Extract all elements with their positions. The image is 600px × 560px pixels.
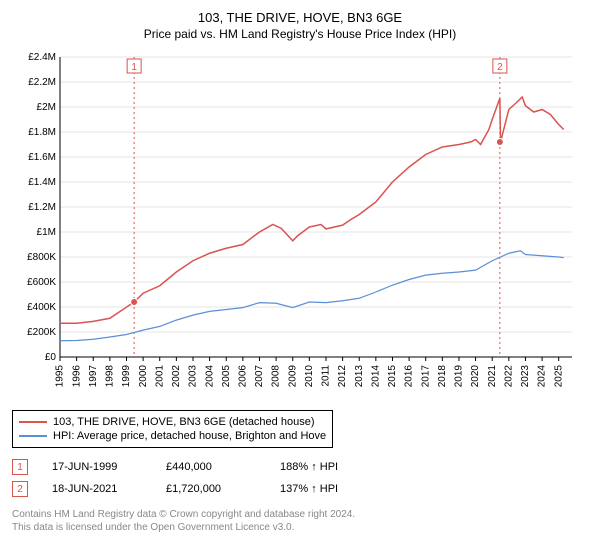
svg-text:£1.6M: £1.6M	[28, 152, 56, 163]
svg-text:2015: 2015	[387, 365, 398, 388]
svg-text:£0: £0	[45, 352, 57, 363]
svg-text:£1.8M: £1.8M	[28, 127, 56, 138]
transaction-date: 17-JUN-1999	[52, 461, 142, 473]
legend-label: HPI: Average price, detached house, Brig…	[53, 430, 326, 442]
svg-text:2005: 2005	[221, 365, 232, 388]
legend-item: 103, THE DRIVE, HOVE, BN3 6GE (detached …	[19, 415, 326, 429]
svg-text:£1M: £1M	[37, 227, 56, 238]
transaction-delta: 188% ↑ HPI	[280, 461, 370, 473]
svg-text:2003: 2003	[188, 365, 199, 388]
svg-text:2018: 2018	[437, 365, 448, 388]
chart: £0 £200K £400K £600K £800K £1M £1.2M £1.4M £1.6M…	[12, 47, 588, 402]
svg-text:£400K: £400K	[27, 302, 56, 313]
transaction-price: £1,720,000	[166, 483, 256, 495]
svg-text:2020: 2020	[470, 365, 481, 388]
svg-text:2022: 2022	[503, 365, 514, 388]
svg-text:2002: 2002	[171, 365, 182, 388]
svg-text:2011: 2011	[321, 365, 332, 387]
legend: 103, THE DRIVE, HOVE, BN3 6GE (detached …	[12, 410, 333, 448]
footnote-line: This data is licensed under the Open Gov…	[12, 521, 588, 534]
chart-title: 103, THE DRIVE, HOVE, BN3 6GE	[12, 10, 588, 25]
marker-badge: 2	[12, 481, 28, 497]
svg-text:2024: 2024	[537, 365, 548, 388]
svg-text:1996: 1996	[71, 365, 82, 388]
svg-text:£2.2M: £2.2M	[28, 77, 56, 88]
legend-item: HPI: Average price, detached house, Brig…	[19, 429, 326, 443]
svg-text:1999: 1999	[121, 365, 132, 388]
svg-text:£200K: £200K	[27, 327, 56, 338]
svg-text:2025: 2025	[553, 365, 564, 388]
svg-text:1998: 1998	[105, 365, 116, 388]
legend-swatch	[19, 421, 47, 423]
svg-text:£600K: £600K	[27, 277, 56, 288]
svg-text:2019: 2019	[454, 365, 465, 388]
svg-text:2007: 2007	[254, 365, 265, 388]
footnote: Contains HM Land Registry data © Crown c…	[12, 508, 588, 534]
footnote-line: Contains HM Land Registry data © Crown c…	[12, 508, 588, 521]
svg-text:£1.4M: £1.4M	[28, 177, 56, 188]
svg-text:2017: 2017	[420, 365, 431, 388]
svg-text:2013: 2013	[354, 365, 365, 388]
transaction-delta: 137% ↑ HPI	[280, 483, 370, 495]
table-row: 1 17-JUN-1999 £440,000 188% ↑ HPI	[12, 456, 588, 478]
transaction-date: 18-JUN-2021	[52, 483, 142, 495]
svg-text:2016: 2016	[404, 365, 415, 388]
svg-text:2012: 2012	[337, 365, 348, 388]
svg-text:2000: 2000	[138, 365, 149, 388]
svg-text:1995: 1995	[55, 365, 66, 388]
chart-subtitle: Price paid vs. HM Land Registry's House …	[12, 27, 588, 41]
transaction-price: £440,000	[166, 461, 256, 473]
page-container: 103, THE DRIVE, HOVE, BN3 6GE Price paid…	[0, 0, 600, 542]
svg-text:2010: 2010	[304, 365, 315, 388]
svg-text:£800K: £800K	[27, 252, 56, 263]
legend-label: 103, THE DRIVE, HOVE, BN3 6GE (detached …	[53, 416, 314, 428]
svg-text:2023: 2023	[520, 365, 531, 388]
svg-text:2014: 2014	[370, 365, 381, 388]
svg-text:£2M: £2M	[37, 102, 56, 113]
chart-svg: £0 £200K £400K £600K £800K £1M £1.2M £1.4M £1.6M…	[12, 47, 582, 397]
svg-text:1997: 1997	[88, 365, 99, 388]
svg-text:2: 2	[497, 62, 503, 73]
svg-text:2008: 2008	[271, 365, 282, 388]
marker-badge: 1	[12, 459, 28, 475]
svg-text:1: 1	[131, 62, 137, 73]
svg-text:2006: 2006	[237, 365, 248, 388]
legend-swatch	[19, 435, 47, 437]
svg-text:2009: 2009	[287, 365, 298, 388]
svg-text:2021: 2021	[487, 365, 498, 388]
svg-text:2004: 2004	[204, 365, 215, 388]
transactions-table: 1 17-JUN-1999 £440,000 188% ↑ HPI 2 18-J…	[12, 456, 588, 500]
svg-text:£1.2M: £1.2M	[28, 202, 56, 213]
svg-text:£2.4M: £2.4M	[28, 52, 56, 63]
table-row: 2 18-JUN-2021 £1,720,000 137% ↑ HPI	[12, 478, 588, 500]
svg-text:2001: 2001	[154, 365, 165, 388]
